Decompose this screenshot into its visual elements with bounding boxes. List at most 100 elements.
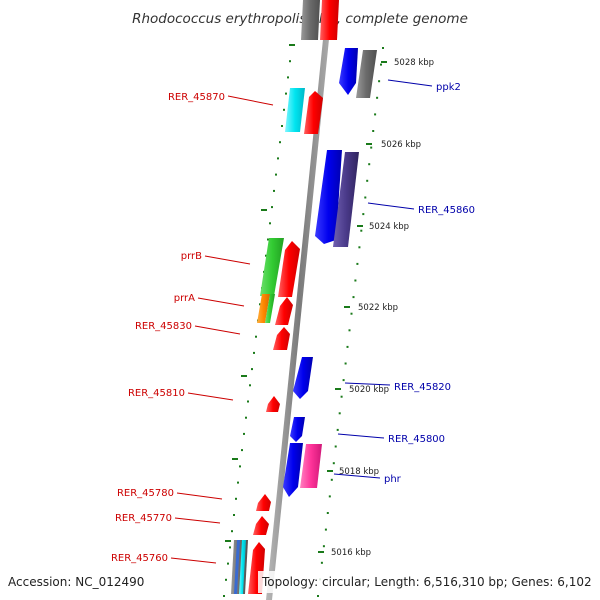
guide-dot xyxy=(326,512,329,514)
gene-prra-green[interactable] xyxy=(265,294,275,323)
gene-grey-top[interactable] xyxy=(301,0,320,40)
guide-dot xyxy=(267,238,269,241)
kbp-ticks: 5028 kbp 5026 kbp 5024 kbp 5022 kbp 5020… xyxy=(225,44,434,558)
kbp-label: 5024 kbp xyxy=(369,222,409,232)
gene-ppk2-grey[interactable] xyxy=(356,50,377,98)
label-rer-45760[interactable]: RER_45760 xyxy=(111,553,168,564)
label-leader xyxy=(170,557,217,564)
gene-rer45870-red[interactable] xyxy=(304,91,323,134)
gene-rer45830-red[interactable] xyxy=(273,327,290,350)
gene-rer45760-cyan[interactable] xyxy=(239,540,246,594)
right-labels: ppk2 RER_45860 RER_45820 RER_45800 phr xyxy=(333,79,475,485)
guide-dot xyxy=(334,445,337,448)
kbp-label: 5028 kbp xyxy=(394,58,434,68)
guide-dot xyxy=(370,146,373,149)
label-leader xyxy=(337,433,385,439)
gene-prrb-green[interactable] xyxy=(260,238,284,296)
gene-prrb-red[interactable] xyxy=(278,241,300,297)
guide-dot xyxy=(255,335,257,338)
gene-ppk2-blue[interactable] xyxy=(339,48,358,95)
gene-rer45860-purple[interactable] xyxy=(333,152,359,247)
gene-rer45860-blue[interactable] xyxy=(315,150,342,244)
guide-dot xyxy=(324,528,327,531)
gene-rer45820-blue[interactable] xyxy=(293,357,313,399)
guide-dot xyxy=(350,312,353,315)
guide-dot xyxy=(241,449,243,452)
guide-dot xyxy=(245,416,247,419)
guide-dot xyxy=(281,125,283,127)
guide-dot xyxy=(332,462,335,465)
map-title: Rhodococcus erythropolis PR4, complete g… xyxy=(132,11,468,27)
label-ppk2[interactable]: ppk2 xyxy=(436,82,461,93)
gene-rer45810-red[interactable] xyxy=(266,396,280,412)
guide-dot xyxy=(382,47,384,49)
kbp-label: 5016 kbp xyxy=(331,548,371,558)
kbp-label: 5022 kbp xyxy=(358,303,398,313)
guide-dot xyxy=(247,400,249,403)
genome-backbone xyxy=(266,0,333,600)
gene-prra-orange[interactable] xyxy=(257,294,270,323)
guide-dot xyxy=(368,163,371,166)
guide-dot xyxy=(328,495,331,498)
label-rer-45780[interactable]: RER_45780 xyxy=(117,488,174,499)
guide-dot xyxy=(229,546,231,549)
label-rer-45870[interactable]: RER_45870 xyxy=(168,92,225,103)
label-phr[interactable]: phr xyxy=(384,474,402,485)
guide-dot xyxy=(251,368,253,371)
label-rer-45830[interactable]: RER_45830 xyxy=(135,321,192,332)
label-rer-45820[interactable]: RER_45820 xyxy=(394,382,451,393)
kbp-label: 5020 kbp xyxy=(349,385,389,395)
guide-dot xyxy=(320,561,323,564)
guide-dot xyxy=(317,595,319,597)
guide-dot xyxy=(265,254,267,257)
label-leader xyxy=(204,255,251,265)
guide-dot xyxy=(362,213,365,216)
guide-dot xyxy=(235,497,237,500)
gene-rer45800-blue[interactable] xyxy=(290,417,305,442)
label-rer-45810[interactable]: RER_45810 xyxy=(128,388,185,399)
gene-phr-magenta[interactable] xyxy=(300,444,322,488)
label-rer-45860[interactable]: RER_45860 xyxy=(418,205,475,216)
guide-dot xyxy=(358,246,361,249)
kbp-label: 5018 kbp xyxy=(339,467,379,477)
guide-dot xyxy=(344,362,347,365)
guide-dot xyxy=(231,530,233,533)
right-dotted-guide xyxy=(317,47,384,597)
guide-dot xyxy=(364,196,367,199)
guide-dot xyxy=(239,465,241,468)
footer-accession: Accession: NC_012490 xyxy=(8,575,144,589)
guide-dot xyxy=(225,578,227,581)
label-leader xyxy=(176,492,223,500)
gene-rer45780-red[interactable] xyxy=(256,494,271,511)
guide-dot xyxy=(285,92,287,95)
guide-dot xyxy=(376,96,379,99)
guide-dot xyxy=(223,595,225,597)
label-rer-45770[interactable]: RER_45770 xyxy=(115,513,172,524)
label-leader xyxy=(367,202,415,210)
gene-red-top[interactable] xyxy=(320,0,339,40)
label-prra[interactable]: prrA xyxy=(174,293,195,304)
gene-rer45770-red[interactable] xyxy=(253,516,269,535)
label-leader xyxy=(344,382,391,386)
guide-dot xyxy=(259,303,261,306)
guide-dot xyxy=(277,157,279,160)
guide-dot xyxy=(269,222,271,225)
guide-dot xyxy=(253,351,255,354)
guide-dot xyxy=(352,296,355,299)
gene-rer45760-blue[interactable] xyxy=(234,540,240,594)
label-leader xyxy=(197,297,245,307)
gene-features xyxy=(231,0,377,594)
guide-dot xyxy=(354,279,357,282)
guide-dot xyxy=(273,189,275,192)
guide-dot xyxy=(322,545,325,548)
guide-dot xyxy=(287,76,289,79)
gene-prra-red[interactable] xyxy=(275,297,293,325)
label-prrb[interactable]: prrB xyxy=(181,251,202,262)
guide-dot xyxy=(233,514,235,516)
gene-rer45870-cyan[interactable] xyxy=(285,88,305,132)
label-leader xyxy=(333,473,381,479)
gene-phr-blue[interactable] xyxy=(283,443,303,497)
left-labels: RER_45870 prrB prrA RER_45830 RER_45810 … xyxy=(111,92,274,564)
label-leader xyxy=(187,392,234,401)
label-rer-45800[interactable]: RER_45800 xyxy=(388,434,445,445)
